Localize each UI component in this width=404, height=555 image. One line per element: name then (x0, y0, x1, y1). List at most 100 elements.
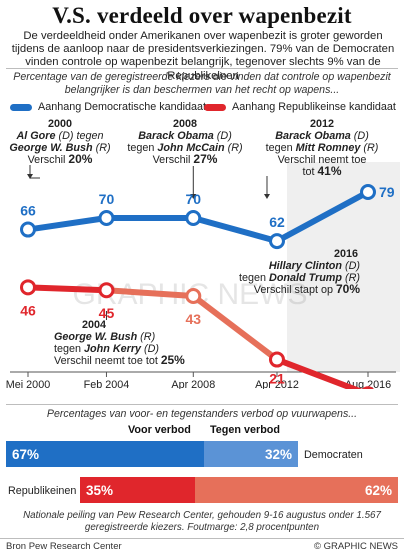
dem-value-label: 70 (186, 191, 202, 207)
svg-text:tegen Mitt Romney (R): tegen Mitt Romney (R) (266, 142, 379, 154)
svg-text:Verschil neemt toe tot 25%: Verschil neemt toe tot 25% (54, 353, 185, 367)
svg-text:George W. Bush (R): George W. Bush (R) (54, 331, 155, 343)
annotation-2004-l1-rest: (R) (137, 331, 155, 343)
svg-text:tegen John Kerry (D): tegen John Kerry (D) (54, 343, 159, 355)
annotation-2012-l4-pre: tot (302, 166, 317, 178)
dem-value-label: 62 (269, 214, 285, 230)
leader-arrowhead (190, 194, 197, 199)
annotation-2016-l3-bold: 70% (336, 282, 360, 296)
svg-text:tot 41%: tot 41% (302, 164, 341, 178)
annotation-2008-l2-rest: (R) (225, 142, 243, 154)
legend-swatch-rep (204, 103, 226, 111)
bar-label-democraten: Democraten (304, 449, 363, 461)
annotation-2008-year: 2008 (173, 118, 197, 130)
bar-republikeinen: 35% 62% (80, 477, 398, 503)
dem-line-segment (273, 189, 371, 245)
chart-shade-2016 (286, 162, 400, 372)
annotation-2016: 2016 Hillary Clinton (D) tegen Donald Tr… (239, 248, 360, 296)
annotation-2004-l2-rest: (D) (141, 343, 159, 355)
rep-point (361, 386, 375, 389)
bar-dem-tegen-segment: 32% (203, 441, 298, 467)
dem-point (268, 233, 285, 250)
rep-value-label: 45 (99, 305, 115, 321)
bar-rep-voor-segment: 35% (80, 477, 195, 503)
annotation-2008-l1-bold: Barack Obama (138, 130, 214, 142)
dem-point (185, 210, 202, 226)
bar-rep-tegen-segment: 62% (194, 477, 398, 503)
line-chart-subtitle: Percentage van de geregistreerde kiezers… (13, 71, 391, 96)
annotation-2000-l1-bold: Al Gore (15, 130, 55, 142)
rep-point (268, 351, 285, 368)
annotation-2000-year: 2000 (48, 118, 72, 130)
dem-line-segment (25, 215, 110, 233)
svg-text:Barack Obama (D): Barack Obama (D) (138, 130, 232, 142)
bar-label-republikeinen: Republikeinen (8, 485, 77, 497)
annotation-leaders (27, 165, 270, 320)
annotation-2016-l2-pre: tegen (239, 272, 269, 284)
x-tick-label: Feb 2004 (84, 379, 130, 389)
rep-point (98, 282, 115, 299)
svg-text:George W. Bush (R): George W. Bush (R) (9, 142, 110, 154)
rep-line-segment (190, 293, 280, 363)
footnote: Nationale peiling van Pew Research Cente… (23, 510, 381, 533)
annotation-2012-l2-pre: tegen (266, 142, 296, 154)
rep-value-label: 43 (186, 311, 202, 327)
x-tick-label: Apr 2008 (171, 379, 215, 389)
annotation-2000: 2000 Al Gore (D) tegen George W. Bush (R… (9, 118, 110, 166)
rep-point (185, 288, 202, 304)
x-axis: Mei 2000 Feb 2004 Apr 2008 Apr 2012 Aug 2016 (6, 371, 396, 389)
annotation-2012-l1-bold: Barack Obama (275, 130, 351, 142)
annotation-2004-l3-pre: Verschil neemt toe tot (54, 355, 161, 367)
annotation-2008-l2-pre: tegen (127, 142, 157, 154)
annotation-2004-l2-pre: tegen (54, 343, 84, 355)
annotation-2000-l1-rest: (D) tegen (55, 130, 103, 142)
leader-arrowhead (27, 174, 33, 179)
legend-label-rep: Aanhang Republikeinse kandidaat (232, 101, 396, 113)
annotation-2004-l2-bold: John Kerry (84, 343, 142, 355)
annotation-2012: 2012 Barack Obama (D) tegen Mitt Romney … (266, 118, 379, 178)
dem-line-segment (190, 215, 280, 245)
svg-text:Barack Obama (D): Barack Obama (D) (275, 130, 369, 142)
annotation-2000-l3-bold: 20% (68, 152, 92, 166)
rep-value-label: 46 (20, 302, 36, 318)
credit-text: © GRAPHIC NEWS (313, 541, 398, 552)
legend-item-rep: Aanhang Republikeinse kandidaat (204, 100, 396, 114)
svg-text:Al Gore (D) tegen: Al Gore (D) tegen (15, 130, 103, 142)
svg-text:tegen Donald Trump (R): tegen Donald Trump (R) (239, 272, 360, 284)
legend-label-dem: Aanhang Democratische kandidaat (38, 101, 207, 113)
annotation-2000-l2-bold: George W. Bush (9, 142, 93, 154)
annotation-2004: 2004 George W. Bush (R) tegen John Kerry… (54, 319, 185, 367)
bar-header-voor: Voor verbod (128, 424, 191, 436)
annotation-2000-l3-pre: Verschil (28, 154, 69, 166)
bar-chart-subtitle: Percentages van voor- en tegenstanders v… (46, 408, 358, 420)
svg-text:Verschil 27%: Verschil 27% (153, 152, 218, 166)
intro-text: De verdeeldheid onder Amerikanen over wa… (11, 30, 395, 82)
annotation-2008-l1-rest: (D) (214, 130, 232, 142)
svg-text:Hillary Clinton (D): Hillary Clinton (D) (269, 260, 360, 272)
series-markers (20, 184, 376, 389)
annotation-2016-l1-rest: (D) (342, 260, 360, 272)
rep-value-label: 9 (379, 386, 387, 389)
annotation-2012-year: 2012 (310, 118, 334, 130)
rep-value-label: 21 (269, 371, 285, 387)
annotation-2004-l3-bold: 25% (161, 353, 185, 367)
rep-line-segment (273, 356, 363, 389)
annotation-2016-l2-rest: (R) (342, 272, 360, 284)
legend-swatch-dem (10, 103, 32, 111)
rep-point (20, 279, 36, 296)
x-tick-label: Apr 2012 (255, 379, 299, 389)
page-title: V.S. verdeeld over wapenbezit (52, 3, 352, 28)
value-labels: 66 70 70 62 79 46 45 43 21 9 (20, 184, 395, 389)
dem-point (98, 210, 115, 226)
annotation-2004-year: 2004 (82, 319, 106, 331)
x-tick-label: Aug 2016 (345, 379, 391, 389)
annotation-2008-l3-bold: 27% (193, 152, 217, 166)
dem-point (20, 221, 36, 238)
annotation-2012-l1-rest: (D) (351, 130, 369, 142)
annotation-2016-l3-pre: Verschil stapt op (254, 284, 336, 296)
annotation-2004-l1-bold: George W. Bush (54, 331, 138, 343)
divider-top (6, 68, 398, 69)
annotation-2012-l3: Verschil neemt toe (278, 154, 367, 166)
rep-line-segment (25, 284, 110, 294)
